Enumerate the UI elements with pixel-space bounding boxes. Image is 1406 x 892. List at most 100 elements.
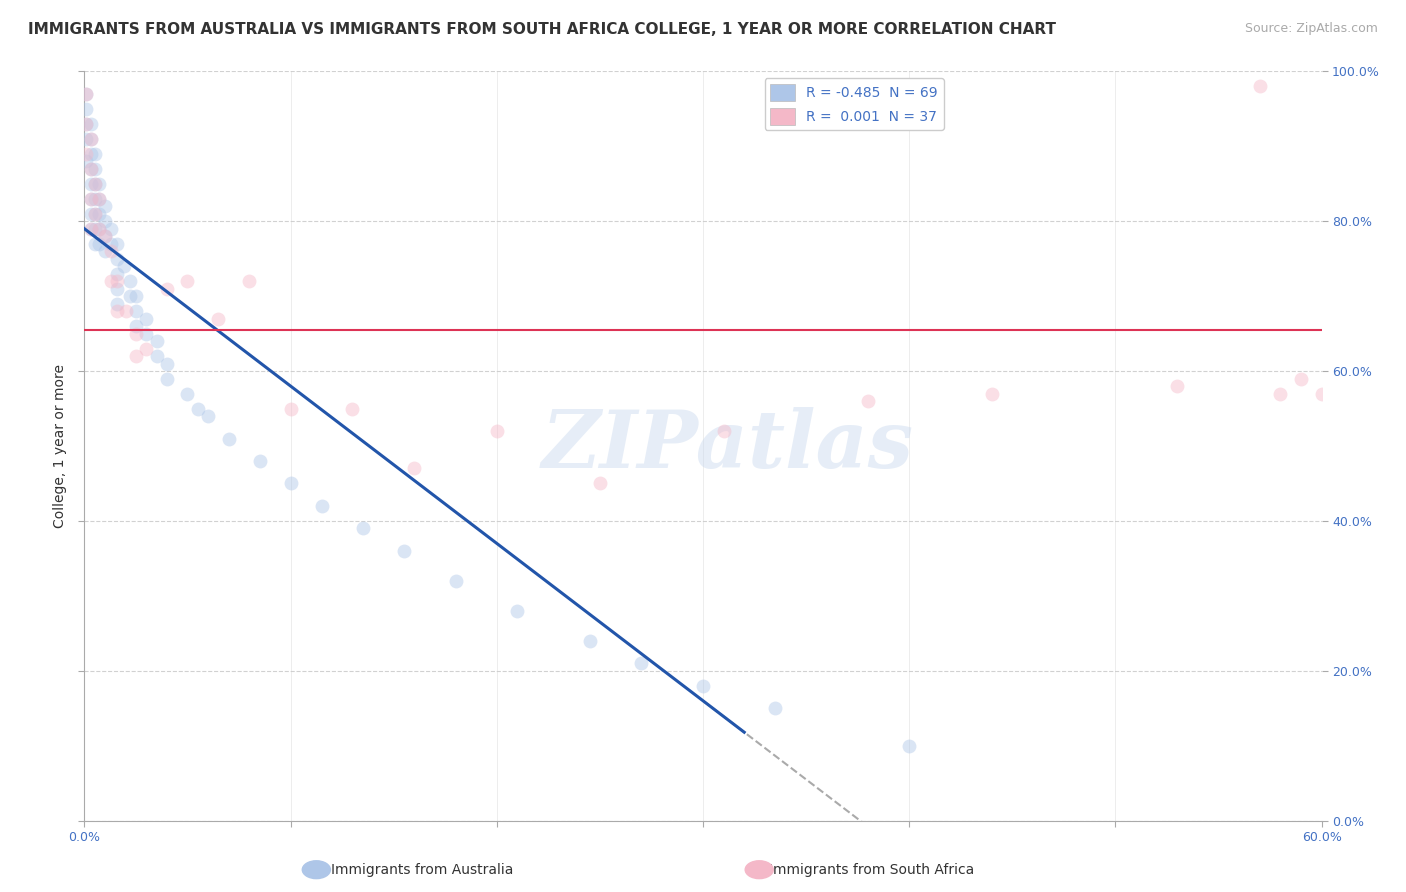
Point xyxy=(100,236,122,251)
Point xyxy=(94,229,117,244)
Point xyxy=(79,192,101,206)
Point xyxy=(75,132,97,146)
Point xyxy=(311,499,333,513)
Point xyxy=(105,304,128,318)
Point xyxy=(176,386,198,401)
Point xyxy=(125,319,148,334)
Point xyxy=(692,679,714,693)
Point xyxy=(352,521,374,535)
Point xyxy=(763,701,786,715)
Point xyxy=(79,161,101,176)
Point xyxy=(118,274,141,288)
Point xyxy=(79,177,101,191)
Point xyxy=(87,207,110,221)
Y-axis label: College, 1 year or more: College, 1 year or more xyxy=(53,364,67,528)
Point xyxy=(980,386,1002,401)
Point xyxy=(187,401,209,416)
Point xyxy=(114,304,136,318)
Point xyxy=(1249,79,1271,94)
Point xyxy=(87,192,110,206)
Point xyxy=(75,154,97,169)
Point xyxy=(1289,371,1312,385)
Point xyxy=(898,739,921,753)
Point xyxy=(79,192,101,206)
Point xyxy=(94,199,117,213)
Point xyxy=(1270,386,1292,401)
Point xyxy=(83,161,105,176)
Point xyxy=(118,289,141,303)
Point xyxy=(105,252,128,266)
Point xyxy=(105,282,128,296)
Point xyxy=(75,87,97,101)
Point xyxy=(392,544,415,558)
Point xyxy=(156,282,179,296)
Point xyxy=(176,274,198,288)
Legend: R = -0.485  N = 69, R =  0.001  N = 37: R = -0.485 N = 69, R = 0.001 N = 37 xyxy=(765,78,943,130)
Point xyxy=(94,214,117,228)
Text: ZIPatlas: ZIPatlas xyxy=(541,408,914,484)
Point xyxy=(589,476,612,491)
Point xyxy=(87,236,110,251)
Point xyxy=(87,221,110,235)
Point xyxy=(83,177,105,191)
Point xyxy=(145,349,167,363)
Point xyxy=(485,424,508,438)
Point xyxy=(125,349,148,363)
Point xyxy=(79,117,101,131)
Point xyxy=(79,221,101,235)
Point xyxy=(79,146,101,161)
Text: Source: ZipAtlas.com: Source: ZipAtlas.com xyxy=(1244,22,1378,36)
Point xyxy=(87,177,110,191)
Point xyxy=(249,454,271,468)
Text: IMMIGRANTS FROM AUSTRALIA VS IMMIGRANTS FROM SOUTH AFRICA COLLEGE, 1 YEAR OR MOR: IMMIGRANTS FROM AUSTRALIA VS IMMIGRANTS … xyxy=(28,22,1056,37)
Point xyxy=(94,229,117,244)
Point xyxy=(75,117,97,131)
Point xyxy=(444,574,467,588)
Point xyxy=(197,409,219,423)
Point xyxy=(135,311,157,326)
Point xyxy=(856,394,879,409)
Point xyxy=(156,371,179,385)
Point xyxy=(83,221,105,235)
Point xyxy=(105,274,128,288)
Point xyxy=(94,244,117,259)
Point xyxy=(630,657,652,671)
Point xyxy=(75,117,97,131)
Point xyxy=(578,633,600,648)
Point xyxy=(145,334,167,348)
Point xyxy=(100,244,122,259)
Point xyxy=(105,267,128,281)
Text: Immigrants from Australia: Immigrants from Australia xyxy=(330,863,513,877)
Point xyxy=(83,192,105,206)
Point xyxy=(112,259,135,273)
Point xyxy=(87,192,110,206)
Point xyxy=(125,304,148,318)
Point xyxy=(506,604,529,618)
Point xyxy=(1310,386,1333,401)
Point xyxy=(75,146,97,161)
Point xyxy=(83,207,105,221)
Point xyxy=(207,311,229,326)
Point xyxy=(100,274,122,288)
Point xyxy=(280,401,302,416)
Text: Immigrants from South Africa: Immigrants from South Africa xyxy=(769,863,974,877)
Point xyxy=(87,221,110,235)
Point xyxy=(83,236,105,251)
Point xyxy=(1166,379,1188,393)
Point xyxy=(79,132,101,146)
Point xyxy=(79,207,101,221)
Point xyxy=(79,221,101,235)
Point xyxy=(79,161,101,176)
Point xyxy=(75,87,97,101)
Point xyxy=(135,342,157,356)
Point xyxy=(342,401,364,416)
Point xyxy=(125,326,148,341)
Point xyxy=(79,132,101,146)
Point xyxy=(404,461,426,475)
Point xyxy=(83,146,105,161)
Point xyxy=(238,274,260,288)
Point xyxy=(280,476,302,491)
Point xyxy=(135,326,157,341)
Point xyxy=(156,357,179,371)
Point xyxy=(83,177,105,191)
